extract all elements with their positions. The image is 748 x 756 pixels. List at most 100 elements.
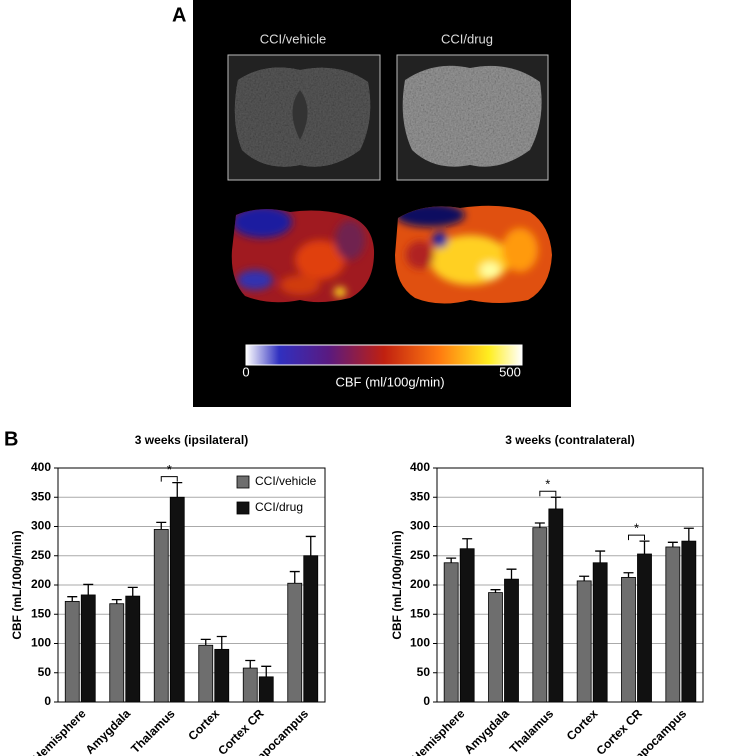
chart-title: 3 weeks (ipsilateral) <box>135 433 248 447</box>
error-bar <box>111 598 122 604</box>
y-axis-label: CBF (mL/100g/min) <box>10 530 24 639</box>
bar <box>169 496 185 703</box>
error-bar <box>245 659 256 669</box>
significance-label: * <box>167 462 172 477</box>
x-tick-label: Cortex <box>185 706 222 743</box>
significance-label: * <box>634 521 639 536</box>
y-tick-label: 300 <box>31 519 51 533</box>
error-bar <box>639 540 650 554</box>
bar <box>504 578 519 703</box>
error-bar <box>490 589 501 593</box>
error-bar <box>172 481 183 498</box>
bar <box>109 603 125 703</box>
bar <box>242 667 258 703</box>
bar <box>532 527 548 703</box>
image-label: CCI/vehicle <box>260 31 326 46</box>
error-bar <box>595 550 606 563</box>
y-tick-label: 200 <box>31 577 51 591</box>
y-tick-label: 400 <box>31 460 51 474</box>
x-tick-label: Thalamus <box>507 706 557 756</box>
legend-swatch <box>236 501 250 515</box>
error-bar <box>156 521 167 530</box>
error-bar <box>667 541 678 547</box>
error-bar <box>462 538 473 549</box>
panel-label: B <box>4 428 18 450</box>
y-tick-label: 0 <box>44 694 51 708</box>
error-bar <box>683 527 694 542</box>
colorbar-label: CBF (ml/100g/min) <box>335 374 444 389</box>
cbf-map <box>231 209 375 303</box>
bar <box>198 644 214 703</box>
x-tick-label: Hemisphere <box>30 706 89 756</box>
legend-label: CCI/drug <box>255 500 303 514</box>
bar <box>488 592 503 703</box>
y-tick-label: 100 <box>410 636 430 650</box>
bar <box>681 540 697 703</box>
y-axis-label: CBF (mL/100g/min) <box>390 530 404 639</box>
plot-frame <box>57 467 326 703</box>
legend-swatch <box>236 475 250 489</box>
image-label: CCI/drug <box>441 31 493 46</box>
mri-image <box>396 54 549 181</box>
error-bar <box>534 522 545 528</box>
legend-label: CCI/vehicle <box>255 474 317 488</box>
x-tick-label: Amygdala <box>83 706 134 756</box>
colorbar-max: 500 <box>499 364 521 379</box>
bar <box>125 595 141 703</box>
y-tick-label: 50 <box>38 665 52 679</box>
error-bar <box>623 572 634 578</box>
error-bar <box>289 570 300 584</box>
y-tick-label: 250 <box>410 548 430 562</box>
panel-label: A <box>172 4 186 26</box>
y-tick-label: 350 <box>410 489 430 503</box>
error-bar <box>305 535 316 556</box>
bar <box>621 576 636 703</box>
bar <box>80 594 96 703</box>
error-bar <box>127 586 138 597</box>
chart-title: 3 weeks (contralateral) <box>505 433 634 447</box>
bar <box>214 648 230 703</box>
y-tick-label: 100 <box>31 636 51 650</box>
bar <box>287 582 303 703</box>
significance-label: * <box>545 477 550 492</box>
y-tick-label: 350 <box>31 489 51 503</box>
error-bar <box>67 596 78 602</box>
bar <box>576 580 592 703</box>
error-bar <box>200 638 211 646</box>
cbf-map <box>395 205 552 304</box>
bar <box>665 546 681 703</box>
bar <box>258 676 274 703</box>
x-tick-label: Amygdala <box>461 706 512 756</box>
bar <box>303 555 319 703</box>
bar <box>548 508 564 703</box>
significance-bracket <box>628 534 645 541</box>
y-tick-label: 0 <box>423 694 430 708</box>
bar <box>153 529 169 703</box>
y-tick-label: 400 <box>410 460 430 474</box>
colorbar <box>245 344 523 366</box>
error-bar <box>579 575 590 581</box>
colorbar-min: 0 <box>242 364 249 379</box>
bar <box>592 562 608 703</box>
y-tick-label: 150 <box>410 606 430 620</box>
bar <box>64 600 80 703</box>
error-bar <box>83 583 94 595</box>
mri-image <box>227 54 381 181</box>
plot-frame <box>436 467 704 703</box>
significance-bracket <box>160 476 178 482</box>
x-tick-label: Hemisphere <box>409 706 468 756</box>
error-bar <box>261 665 272 677</box>
error-bar <box>446 557 457 563</box>
y-tick-label: 50 <box>417 665 431 679</box>
x-tick-label: Thalamus <box>128 706 178 756</box>
error-bar <box>550 496 561 509</box>
x-tick-label: Cortex <box>564 706 601 743</box>
bar <box>459 548 475 703</box>
y-tick-label: 250 <box>31 548 51 562</box>
y-tick-label: 150 <box>31 606 51 620</box>
y-tick-label: 200 <box>410 577 430 591</box>
bar <box>443 562 459 703</box>
y-tick-label: 300 <box>410 519 430 533</box>
bar <box>637 553 652 703</box>
